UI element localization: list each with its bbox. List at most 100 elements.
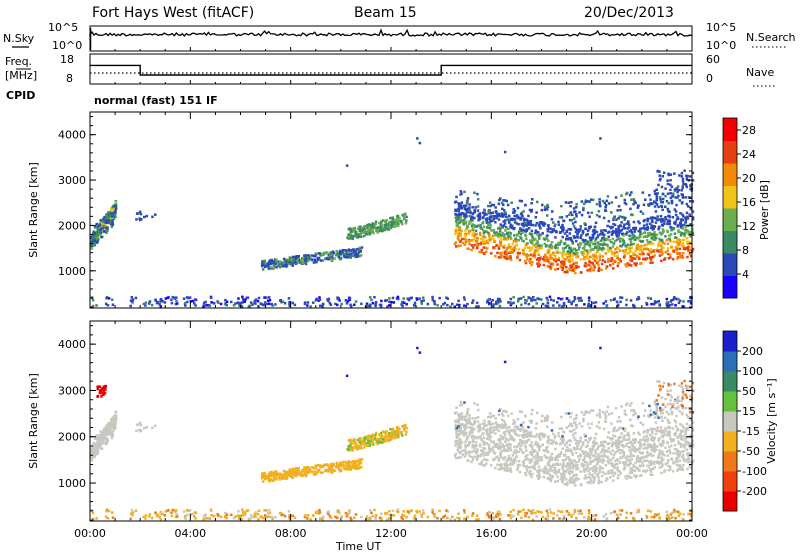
velocity-cell	[663, 431, 666, 434]
power-cell	[491, 219, 494, 222]
velocity-cell	[356, 438, 360, 442]
power-cell	[471, 227, 475, 231]
power-cell	[482, 235, 485, 238]
power-cell	[528, 208, 532, 212]
velocity-cell	[270, 515, 273, 519]
power-cell	[529, 257, 532, 261]
power-cell	[499, 241, 503, 244]
power-cell	[468, 209, 471, 212]
power-cell	[401, 300, 404, 304]
velocity-cell	[285, 477, 288, 480]
velocity-cell	[677, 514, 681, 517]
velocity-cell	[159, 513, 162, 516]
power-cell	[646, 248, 650, 251]
power-cell	[459, 213, 462, 216]
power-cell	[684, 196, 687, 199]
power-cell	[669, 173, 673, 176]
power-cell	[599, 137, 602, 140]
velocity-cell	[345, 461, 348, 465]
velocity-cell	[454, 439, 457, 443]
power-cell	[492, 246, 495, 249]
power-cell	[288, 304, 291, 308]
power-cell	[603, 238, 606, 241]
power-cell	[271, 304, 274, 307]
velocity-cell	[194, 517, 197, 520]
power-cell	[502, 220, 505, 223]
power-cell	[502, 209, 506, 212]
power-cell	[663, 242, 666, 245]
power-cell	[500, 251, 503, 255]
power-cell	[657, 205, 660, 209]
power-cell	[349, 236, 353, 240]
velocity-cell	[351, 449, 354, 452]
power-cell	[610, 252, 614, 256]
power-cell	[471, 234, 474, 237]
freq-trace	[89, 47, 693, 84]
power-cell	[321, 253, 324, 256]
power-cell	[593, 231, 596, 235]
power-cell	[606, 195, 610, 198]
power-cell	[674, 196, 677, 199]
power-cell	[575, 265, 578, 268]
power-cell	[686, 205, 690, 208]
velocity-cell	[360, 515, 363, 519]
power-cell	[681, 196, 685, 199]
power-cell	[239, 303, 242, 306]
power-cell	[474, 225, 477, 228]
power-cell	[96, 229, 99, 233]
power-cell	[654, 201, 657, 205]
power-cell	[549, 243, 552, 247]
power-cell	[518, 252, 521, 255]
power-cell	[465, 215, 468, 218]
power-cell	[354, 232, 357, 236]
velocity-cell	[484, 458, 487, 461]
power-cell	[514, 247, 517, 251]
power-cell	[501, 224, 504, 228]
power-cell	[596, 260, 600, 264]
power-cell	[557, 220, 560, 224]
velocity-cell	[393, 430, 397, 434]
power-cell	[451, 302, 454, 306]
power-cell	[497, 212, 500, 216]
power-cell	[678, 299, 682, 303]
power-cell	[677, 297, 680, 301]
velocity-cell	[371, 514, 375, 518]
power-cell	[295, 259, 299, 263]
velocity-cell	[111, 511, 114, 514]
power-cell	[617, 262, 620, 265]
velocity-cell	[219, 515, 223, 519]
power-cell	[653, 216, 657, 220]
power-cell	[667, 303, 671, 307]
velocity-cell	[361, 443, 365, 446]
power-cell	[131, 301, 134, 304]
velocity-cell	[338, 465, 341, 468]
power-cell	[351, 253, 355, 256]
velocity-cell	[485, 424, 488, 427]
power-cell	[261, 260, 264, 263]
velocity-cell	[369, 517, 372, 521]
velocity-cell	[436, 516, 439, 520]
power-cell	[328, 301, 332, 305]
power-cell	[639, 232, 642, 235]
velocity-cell	[265, 509, 268, 512]
power-cell	[578, 229, 581, 232]
velocity-cell	[131, 511, 135, 514]
velocity-cell	[312, 514, 315, 517]
power-cell	[623, 223, 626, 226]
power-cell	[263, 301, 267, 304]
velocity-cell	[204, 513, 207, 517]
power-cell	[107, 217, 110, 220]
power-cell	[360, 235, 363, 238]
velocity-cell	[601, 448, 604, 451]
velocity-cell	[391, 509, 395, 512]
power-cell	[293, 260, 297, 263]
power-cell	[329, 252, 332, 255]
power-cell	[90, 244, 94, 248]
velocity-cell	[492, 517, 495, 521]
power-cell	[90, 247, 93, 250]
velocity-cell	[359, 461, 362, 465]
velocity-cell	[346, 512, 350, 516]
power-cell	[471, 206, 474, 209]
power-cell	[269, 265, 272, 269]
